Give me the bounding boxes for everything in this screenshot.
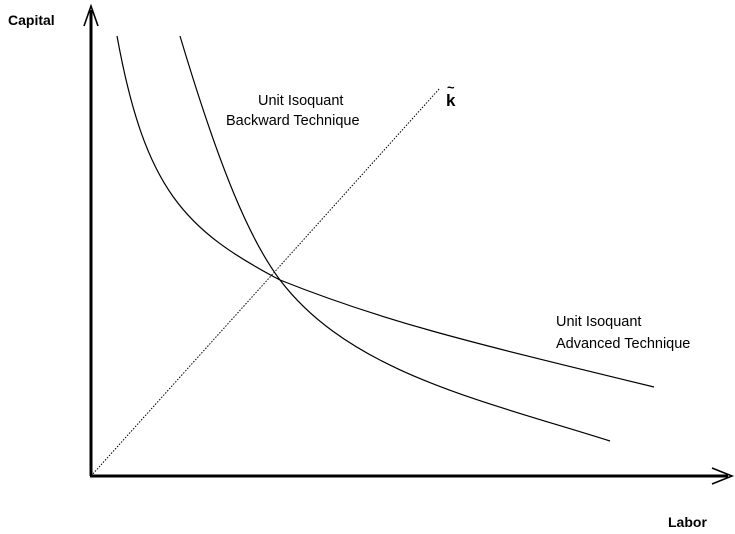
backward-technique-isoquant [179,35,611,442]
backward-isoquant-label-line2: Backward Technique [226,113,360,129]
y-axis-arrowhead [83,3,99,27]
advanced-isoquant-label-line1: Unit Isoquant [556,314,641,330]
advanced-technique-isoquant [116,35,655,388]
x-axis-label: Labor [668,514,707,530]
ray-label: k [446,91,456,110]
x-axis-arrowhead [711,467,735,485]
capital-labor-ratio-ray [90,87,441,477]
advanced-isoquant-label-line2: Advanced Technique [556,336,690,352]
y-axis-label: Capital [8,12,55,28]
backward-isoquant-label-line1: Unit Isoquant [258,93,343,109]
ray-label-tilde: ~ [447,80,455,95]
